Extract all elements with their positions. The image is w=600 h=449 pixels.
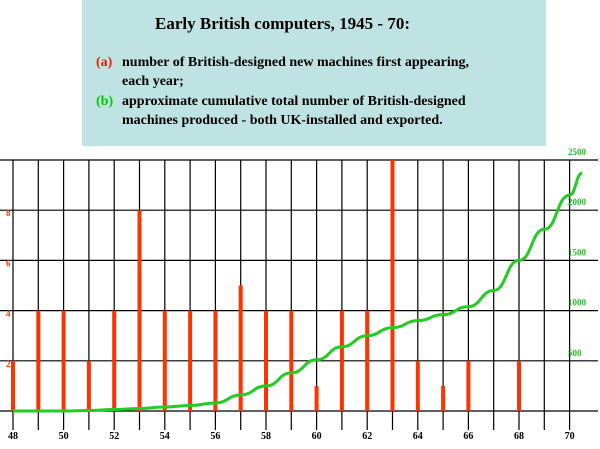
bar (441, 385, 446, 411)
x-tick-label: 50 (59, 431, 69, 442)
right-axis-labels: 500 1000 1500 2000 2500 (568, 147, 587, 358)
left-tick-label: 4 (6, 309, 11, 319)
bar (314, 385, 319, 411)
bar (517, 360, 521, 411)
bar (238, 285, 243, 411)
title-box: Early British computers, 1945 - 70: (a) … (82, 0, 546, 146)
bar (365, 310, 370, 411)
x-tick-label: 60 (312, 431, 322, 442)
x-tick-label: 64 (413, 431, 423, 442)
x-tick-label: 70 (565, 431, 575, 442)
right-tick-label: 2000 (568, 197, 587, 207)
cumulative-line (12, 171, 583, 413)
bar (264, 310, 268, 411)
bar (61, 310, 66, 411)
left-tick-label: 2 (6, 359, 11, 369)
bar (162, 310, 167, 411)
x-axis-labels: 48 50 52 54 56 58 60 62 64 66 68 70 (8, 431, 575, 442)
bar (466, 360, 471, 411)
x-tick-label: 48 (8, 431, 18, 442)
right-tick-label: 1500 (568, 247, 587, 257)
bar (36, 310, 41, 411)
x-tick-label: 62 (362, 431, 372, 442)
left-tick-label: 6 (6, 258, 11, 268)
series-a-description: number of British-designed new machines … (122, 55, 470, 70)
left-tick-label: 8 (6, 208, 11, 218)
chart-title: Early British computers, 1945 - 70: (155, 14, 410, 33)
left-axis-labels: 2 4 6 8 (6, 208, 11, 369)
bar (415, 360, 420, 411)
bar (11, 360, 15, 411)
series-b-label: (b) (96, 94, 114, 109)
bar (339, 310, 344, 411)
x-tick-label: 68 (514, 431, 524, 442)
series-a-label: (a) (96, 55, 113, 70)
x-tick-label: 58 (261, 431, 271, 442)
bar (112, 310, 117, 411)
right-tick-label: 1000 (568, 298, 587, 308)
x-tick-label: 56 (210, 431, 220, 442)
series-b-description: approximate cumulative total number of B… (122, 94, 466, 109)
bar (390, 160, 395, 411)
series-b-description-2: machines produced - both UK-installed an… (122, 113, 443, 128)
bar-series (11, 160, 521, 411)
bar (213, 310, 218, 411)
right-tick-label: 2500 (568, 147, 587, 157)
bar (86, 360, 91, 411)
x-tick-label: 66 (463, 431, 473, 442)
series-a-description-2: each year; (122, 74, 184, 89)
bar (137, 210, 142, 411)
x-tick-label: 54 (160, 431, 170, 442)
right-tick-label: 500 (568, 348, 582, 358)
x-tick-label: 52 (109, 431, 119, 442)
bar (188, 310, 193, 411)
bar (289, 310, 294, 411)
